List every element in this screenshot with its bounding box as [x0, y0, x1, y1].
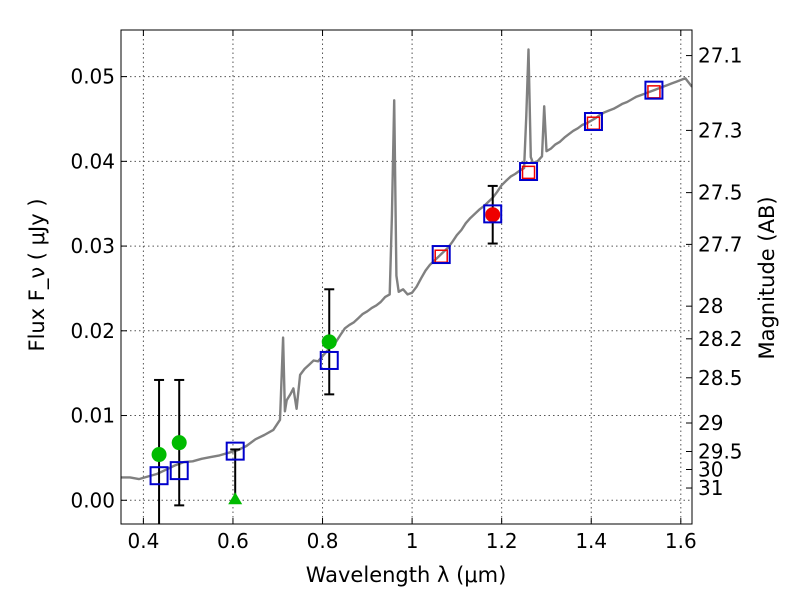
green-flux-point — [171, 435, 187, 451]
y-tick-label: 0.02 — [70, 319, 115, 343]
x-tick-label: 0.4 — [127, 529, 159, 553]
plot-frame — [120, 29, 693, 525]
mag-tick-label: 27.5 — [698, 181, 743, 205]
marker-layer — [149, 80, 664, 505]
measured-flux-square — [521, 165, 536, 180]
y-axis-label: Flux F_ν ( μJy ) — [25, 198, 50, 351]
model-photometry-square — [483, 204, 503, 224]
model-photometry-square — [225, 441, 245, 461]
model-photometry-square — [319, 350, 339, 370]
right-axis-label: Magnitude (AB) — [755, 196, 779, 359]
model-photometry-square — [149, 466, 169, 486]
model-photometry-square — [583, 112, 603, 132]
y-tick-label: 0.05 — [70, 65, 115, 89]
green-flux-point — [321, 334, 337, 350]
spectrum-line — [121, 48, 692, 481]
y-tick-label: 0.03 — [70, 234, 115, 258]
upper-limit-triangle — [228, 492, 243, 505]
errorbar-layer — [154, 184, 498, 524]
tick-layer: 0.4 0.6 0.8 1 1.2 1.4 1.6 0.00 0.01 0.02 0.03 0.04 0… — [70, 30, 743, 553]
model-photometry-square — [644, 80, 664, 100]
x-axis-label: Wavelength λ (μm) — [306, 563, 507, 587]
mag-tick-label: 27.3 — [698, 118, 743, 142]
mag-tick-label: 31 — [698, 476, 723, 500]
model-photometry-square — [431, 245, 451, 265]
grid — [121, 30, 692, 524]
x-tick-label: 1.6 — [665, 529, 697, 553]
mag-tick-label: 28.2 — [698, 327, 743, 351]
x-tick-label: 1.4 — [575, 529, 607, 553]
x-tick-label: 0.8 — [307, 529, 339, 553]
mag-tick-label: 27.1 — [698, 44, 743, 68]
y-tick-label: 0.00 — [70, 488, 115, 512]
mag-tick-label: 29 — [698, 411, 723, 435]
y-tick-label: 0.01 — [70, 404, 115, 428]
model-photometry-square — [519, 162, 539, 182]
spectrum-layer — [121, 48, 692, 481]
y-tick-label: 0.04 — [70, 149, 115, 173]
mag-tick-label: 29.5 — [698, 440, 743, 464]
mag-tick-label: 27.7 — [698, 232, 743, 256]
mag-tick-label: 28.5 — [698, 366, 743, 390]
measured-flux-square — [434, 249, 448, 263]
model-photometry-square — [169, 461, 189, 481]
mag-tick-label: 30 — [698, 458, 723, 482]
x-tick-label: 1 — [406, 529, 419, 553]
x-tick-label: 1.2 — [486, 529, 518, 553]
green-flux-point — [151, 447, 167, 463]
mag-tick-label: 28 — [698, 294, 723, 318]
x-tick-label: 0.6 — [217, 529, 249, 553]
red-flux-point — [485, 207, 501, 223]
